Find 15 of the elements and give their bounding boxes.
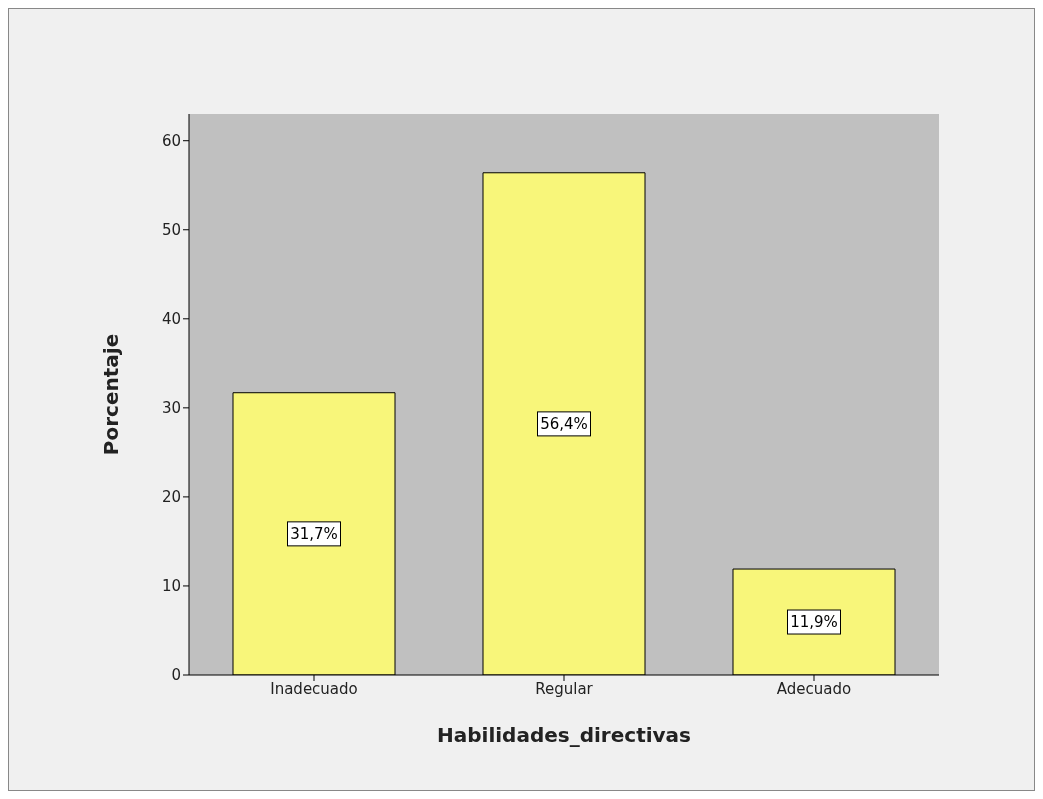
data-label: 31,7% xyxy=(290,524,338,543)
y-axis-title: Porcentaje xyxy=(99,333,124,456)
x-axis-title: Habilidades_directivas xyxy=(436,723,692,747)
x-tick-label: Regular xyxy=(535,679,594,698)
y-tick-label: 20 xyxy=(161,488,181,507)
x-tick-label: Inadecuado xyxy=(270,679,358,698)
y-tick-label: 30 xyxy=(161,399,181,418)
y-tick-label: 0 xyxy=(171,666,181,685)
y-tick-label: 10 xyxy=(161,577,181,596)
data-label: 56,4% xyxy=(540,414,588,433)
y-tick-label: 60 xyxy=(161,132,181,151)
y-tick-label: 50 xyxy=(161,221,181,240)
x-tick-label: Adecuado xyxy=(776,679,852,698)
data-label: 11,9% xyxy=(790,613,838,632)
y-tick-label: 40 xyxy=(161,310,181,329)
